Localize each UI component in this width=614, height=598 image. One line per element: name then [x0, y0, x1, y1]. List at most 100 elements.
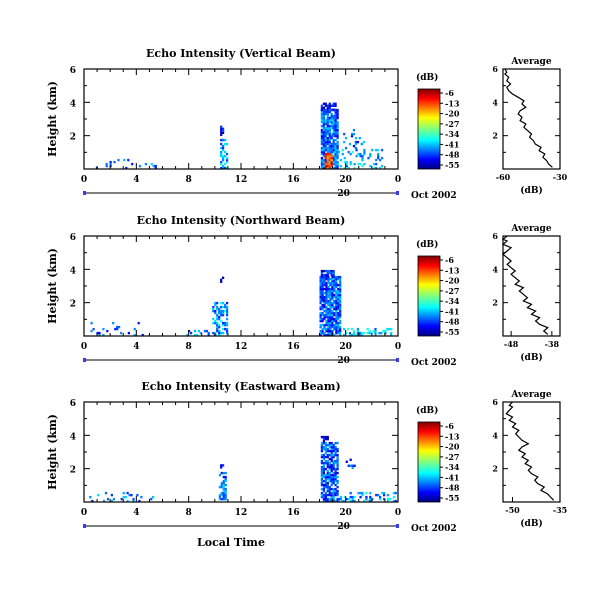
echo-cell — [363, 162, 366, 166]
echo-cell — [325, 307, 328, 311]
echo-cell — [329, 303, 332, 307]
echo-cell — [326, 459, 329, 463]
echo-cell — [332, 144, 335, 148]
y-axis-label: Height (km) — [46, 248, 59, 324]
echo-cell — [326, 136, 329, 140]
echo-cell — [330, 166, 333, 170]
echo-cell — [333, 305, 336, 309]
colorbar-tick-label: -48 — [445, 150, 460, 160]
echo-cell — [328, 118, 331, 122]
echo-cell — [329, 309, 332, 313]
echo-cell — [337, 283, 340, 287]
echo-cell — [212, 331, 215, 335]
echo-cell — [330, 449, 333, 453]
echo-cell — [330, 132, 333, 136]
echo-cell — [336, 485, 339, 489]
echo-cell — [339, 495, 342, 499]
echo-cell — [216, 315, 219, 319]
echo-cell — [205, 329, 208, 333]
profile-x-tick-label: -60 — [496, 172, 511, 182]
echo-cell — [214, 311, 217, 315]
profile-x-label: (dB) — [520, 352, 542, 363]
echo-cell — [138, 164, 142, 168]
echo-cell — [326, 493, 329, 497]
echo-cell — [144, 162, 147, 166]
echo-cell — [337, 311, 340, 315]
echo-cell — [224, 479, 227, 483]
echo-cell — [327, 281, 330, 285]
echo-cell — [326, 497, 329, 501]
echo-cell — [369, 154, 372, 158]
echo-cell — [323, 291, 326, 295]
echo-cell — [332, 459, 335, 463]
echo-cell — [328, 140, 331, 144]
profile-title: Average — [510, 224, 551, 234]
panel-1: Echo Intensity (Northward Beam)0 4 8 12 16 20… — [46, 214, 561, 368]
echo-cell — [324, 162, 327, 166]
echo-cell — [332, 467, 335, 471]
echo-cell — [222, 464, 225, 467]
echo-cell — [351, 495, 354, 499]
echo-cell — [332, 491, 335, 495]
echo-cell — [331, 317, 334, 321]
echo-cell — [336, 116, 339, 120]
echo-cell — [329, 317, 332, 321]
echo-cell — [377, 493, 380, 497]
echo-cell — [386, 493, 390, 497]
echo-cell — [220, 483, 223, 487]
echo-cell — [339, 319, 342, 323]
echo-cell — [352, 128, 356, 132]
echo-cell — [330, 142, 333, 146]
echo-cell — [328, 138, 331, 142]
echo-cell — [343, 140, 346, 144]
echo-cell — [357, 491, 360, 495]
echo-cell — [334, 166, 337, 170]
echo-cell — [336, 114, 339, 118]
echo-cell — [334, 160, 337, 164]
echo-cells — [89, 435, 397, 503]
echo-cell — [322, 130, 325, 134]
echo-cell — [388, 327, 391, 331]
echo-cell — [347, 150, 350, 154]
echo-cell — [90, 321, 93, 325]
echo-cell — [319, 289, 322, 293]
echo-cell — [332, 166, 335, 170]
echo-cell — [331, 293, 334, 297]
echo-cell — [377, 154, 380, 158]
echo-cell — [339, 283, 342, 287]
echo-cell — [332, 487, 335, 491]
echo-cell — [328, 134, 331, 138]
echo-cell — [186, 333, 189, 337]
colorbar-tick-label: -41 — [445, 472, 459, 482]
echo-cell — [324, 481, 327, 485]
echo-cell — [222, 481, 225, 485]
echo-cell — [324, 441, 327, 445]
echo-cell — [366, 327, 369, 331]
echo-cell — [380, 331, 383, 335]
echo-cell — [331, 315, 334, 319]
echo-cell — [220, 125, 223, 128]
echo-cell — [343, 327, 346, 331]
echo-cell — [324, 152, 327, 156]
y-axis-label: Height (km) — [46, 414, 59, 490]
colorbar-tick-label: -48 — [445, 483, 460, 493]
colorbar-label: (dB) — [416, 239, 438, 250]
echo-cell — [335, 331, 338, 335]
echo-cell — [320, 148, 323, 152]
echo-cell — [345, 162, 348, 166]
echo-cell — [324, 493, 327, 497]
echo-cell — [216, 323, 219, 327]
x-tick-label: 4 — [133, 175, 139, 185]
echo-cell — [356, 331, 359, 335]
echo-cell — [321, 285, 324, 289]
echo-cell — [339, 285, 342, 289]
echo-cell — [339, 313, 342, 317]
echo-cell — [345, 460, 348, 463]
echo-cell — [326, 114, 329, 118]
echo-cell — [327, 287, 330, 291]
echo-cell — [348, 331, 352, 335]
echo-cell — [320, 441, 323, 445]
echo-cell — [322, 455, 325, 459]
echo-cell — [337, 321, 340, 325]
echo-cell — [328, 148, 331, 152]
